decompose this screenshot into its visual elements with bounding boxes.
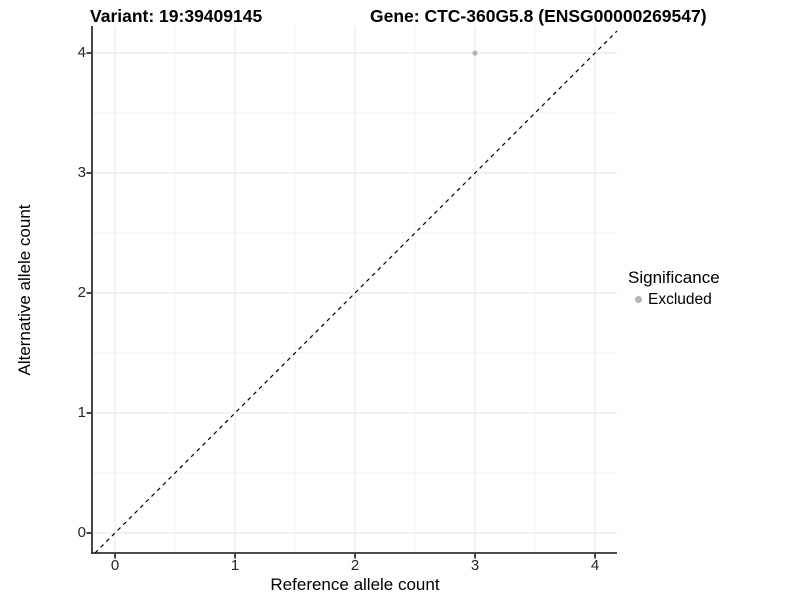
data-point	[472, 50, 478, 56]
legend-title: Significance	[628, 268, 720, 287]
y-tick-label: 3	[77, 164, 86, 181]
x-tick-label: 1	[230, 557, 240, 574]
x-tick-label: 4	[590, 557, 600, 574]
y-tick-label: 2	[77, 284, 86, 301]
x-tick-label: 2	[350, 557, 360, 574]
y-axis-title: Alternative allele count	[15, 204, 34, 376]
gene-title: Gene: CTC-360G5.8 (ENSG00000269547)	[370, 6, 707, 26]
excluded-point-icon	[635, 296, 642, 303]
y-tick-label: 4	[77, 44, 86, 61]
legend-item-label: Excluded	[648, 291, 712, 308]
x-tick-label: 0	[110, 557, 120, 574]
x-axis-title: Reference allele count	[270, 575, 440, 594]
variant-title: Variant: 19:39409145	[90, 6, 263, 26]
y-tick-label: 1	[77, 404, 86, 421]
legend: Significance Excluded	[628, 267, 720, 309]
y-tick-label: 0	[77, 524, 86, 541]
legend-item-excluded: Excluded	[628, 290, 720, 309]
x-tick-label: 3	[470, 557, 480, 574]
